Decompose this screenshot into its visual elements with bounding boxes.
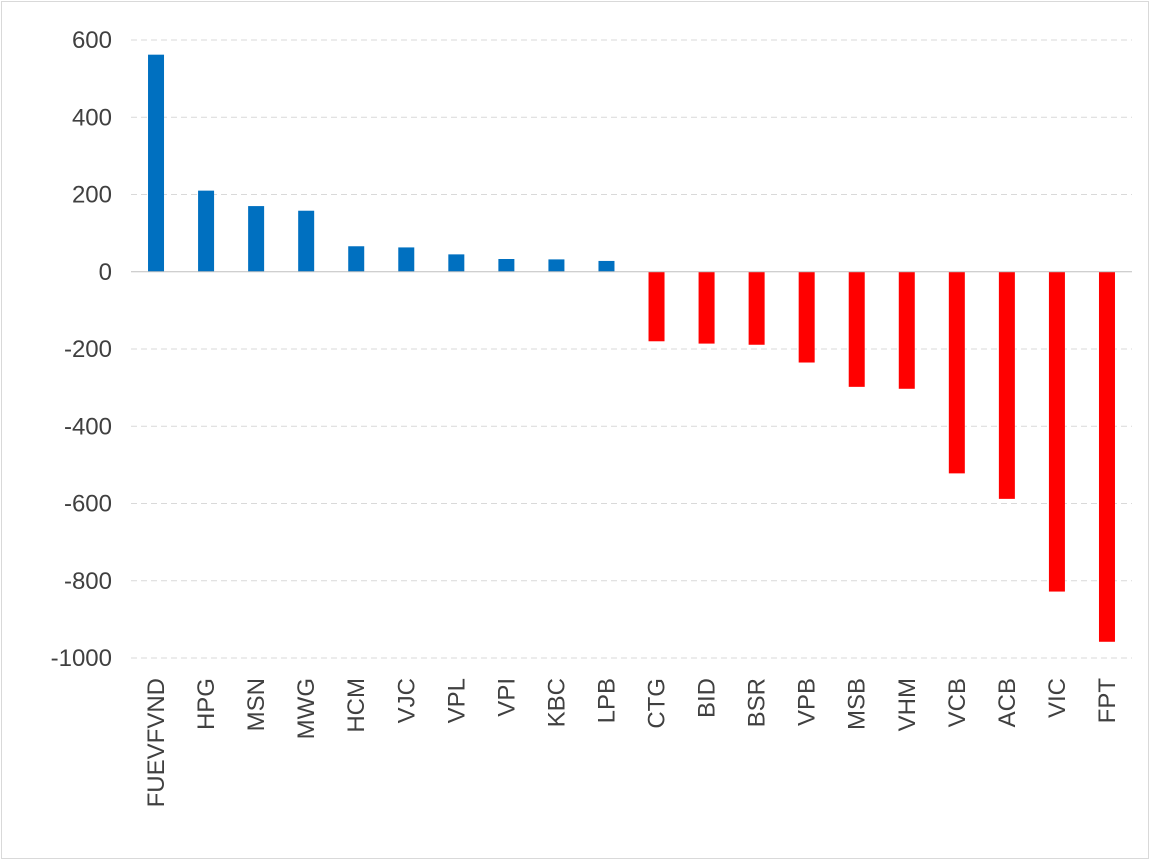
x-axis-ticks: FUEVFVND HPG MSN MWG HCM VJC VPL VPI KBC LPB CTG BI… <box>143 678 1121 808</box>
bar-msb <box>848 271 865 387</box>
bar-acb <box>998 271 1015 499</box>
y-tick-label: 0 <box>99 259 112 286</box>
bar-mwg <box>298 210 315 272</box>
x-tick-label: KBC <box>543 678 570 727</box>
bar-fpt <box>1098 271 1115 642</box>
x-tick-label: BSR <box>744 678 771 727</box>
x-tick-label: VPL <box>443 678 470 723</box>
gridlines <box>131 39 1132 659</box>
y-tick-label: 400 <box>72 104 112 131</box>
x-tick-label: MWG <box>293 678 320 739</box>
bar-kbc <box>548 259 565 272</box>
bar-lpb <box>598 260 615 272</box>
bar-msn <box>248 206 265 272</box>
x-tick-label: VJC <box>393 678 420 723</box>
x-tick-label: CTG <box>644 678 671 729</box>
x-tick-label: HCM <box>343 678 370 733</box>
bar-vcb <box>948 271 965 474</box>
bar-vpi <box>498 259 515 272</box>
y-tick-label: 600 <box>72 27 112 54</box>
y-tick-label: -1000 <box>51 645 112 672</box>
y-tick-label: -200 <box>64 336 112 363</box>
y-tick-label: 200 <box>72 182 112 209</box>
bar-vpl <box>448 254 465 272</box>
bar-vpb <box>798 271 815 363</box>
x-tick-label: MSN <box>243 678 270 731</box>
bar-hcm <box>348 246 365 272</box>
x-tick-label: VPI <box>493 678 520 717</box>
y-tick-label: -400 <box>64 413 112 440</box>
y-axis-ticks: 600 400 200 0 -200 -400 -600 -800 -1000 <box>51 27 112 672</box>
x-tick-label: ACB <box>994 678 1021 727</box>
bars <box>148 54 1115 642</box>
bar-vhm <box>898 271 915 389</box>
bar-bid <box>698 271 715 344</box>
x-tick-label: FPT <box>1094 678 1121 724</box>
x-tick-label: FUEVFVND <box>143 678 170 807</box>
x-tick-label: VPB <box>794 678 821 726</box>
bar-vic <box>1048 271 1065 592</box>
y-tick-label: -600 <box>64 491 112 518</box>
bar-fuevfvnd <box>148 54 165 272</box>
x-tick-label: VIC <box>1044 678 1071 718</box>
x-tick-label: BID <box>694 678 721 718</box>
x-tick-label: VCB <box>944 678 971 727</box>
bar-ctg <box>648 271 665 342</box>
bar-bsr <box>748 271 765 345</box>
x-tick-label: LPB <box>593 678 620 723</box>
bar-hpg <box>198 190 215 272</box>
x-tick-label: HPG <box>193 678 220 730</box>
y-tick-label: -800 <box>64 568 112 595</box>
x-tick-label: VHM <box>894 678 921 731</box>
x-tick-label: MSB <box>844 678 871 730</box>
bar-vjc <box>398 247 415 272</box>
